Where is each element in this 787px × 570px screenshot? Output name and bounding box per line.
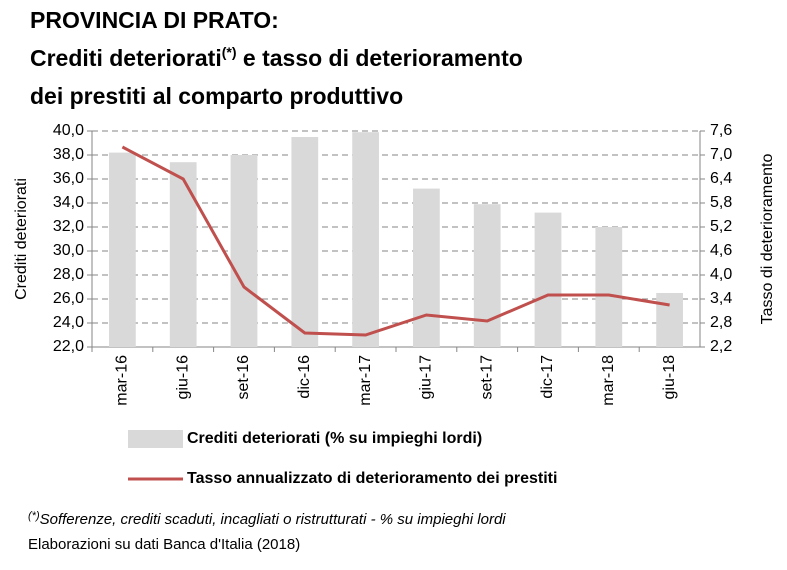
title-line: dei prestiti al comparto produttivo bbox=[30, 83, 403, 109]
x-tick-label: dic-17 bbox=[539, 355, 556, 399]
footnote-text: Sofferenze, crediti scaduti, incagliati … bbox=[40, 511, 507, 528]
y-tick-label: 38,0 bbox=[53, 146, 84, 163]
x-tick-label: set-17 bbox=[478, 355, 495, 400]
y2-tick-label: 6,4 bbox=[710, 170, 732, 187]
bar bbox=[595, 227, 623, 347]
x-tick-label: giu-18 bbox=[661, 355, 678, 400]
y-axis-title: Crediti deteriorati bbox=[13, 178, 30, 300]
x-tick-label: giu-16 bbox=[174, 355, 191, 400]
y-tick-label: 28,0 bbox=[53, 266, 84, 283]
x-tick-label: dic-16 bbox=[296, 355, 313, 399]
footnote-mark: (*) bbox=[28, 510, 40, 522]
y-tick-label: 40,0 bbox=[53, 122, 84, 139]
y2-tick-label: 4,6 bbox=[710, 242, 732, 259]
bar bbox=[109, 152, 136, 347]
x-tick-label: mar-18 bbox=[600, 355, 617, 406]
y2-tick-label: 2,2 bbox=[710, 338, 732, 355]
bar bbox=[352, 132, 379, 347]
x-tick-label: set-16 bbox=[235, 355, 252, 400]
y-tick-label: 22,0 bbox=[53, 338, 84, 355]
bar bbox=[473, 204, 501, 347]
y-tick-label: 36,0 bbox=[53, 170, 84, 187]
y2-tick-label: 5,2 bbox=[710, 218, 732, 235]
title-superscript: (*) bbox=[222, 44, 237, 60]
y2-tick-label: 7,6 bbox=[710, 122, 732, 139]
y2-tick-label: 4,0 bbox=[710, 266, 732, 283]
y2-tick-label: 2,8 bbox=[710, 314, 732, 331]
y-tick-label: 30,0 bbox=[53, 242, 84, 259]
title-line: PROVINCIA DI PRATO: bbox=[30, 7, 279, 33]
bar bbox=[230, 155, 258, 347]
x-tick-label: mar-17 bbox=[357, 355, 374, 406]
bar bbox=[534, 212, 562, 347]
title-part: Crediti deteriorati bbox=[30, 45, 222, 71]
y2-tick-label: 5,8 bbox=[710, 194, 732, 211]
legend-swatch bbox=[128, 430, 183, 448]
bar bbox=[656, 293, 683, 347]
y2-tick-label: 7,0 bbox=[710, 146, 732, 163]
y2-tick-label: 3,4 bbox=[710, 290, 732, 307]
y-tick-label: 32,0 bbox=[53, 218, 84, 235]
x-tick-label: giu-17 bbox=[418, 355, 435, 400]
y2-axis-title: Tasso di deterioramento bbox=[759, 154, 776, 325]
y-tick-label: 24,0 bbox=[53, 314, 84, 331]
legend-label: Tasso annualizzato di deterioramento dei… bbox=[187, 470, 557, 487]
legend-label: Crediti deteriorati (% su impieghi lordi… bbox=[187, 430, 482, 447]
bar bbox=[169, 162, 197, 347]
source: Elaborazioni su dati Banca d'Italia (201… bbox=[28, 536, 300, 553]
x-tick-label: mar-16 bbox=[114, 355, 131, 406]
bar bbox=[291, 137, 319, 347]
line bbox=[121, 145, 670, 337]
y-tick-label: 34,0 bbox=[53, 194, 84, 211]
y-tick-label: 26,0 bbox=[53, 290, 84, 307]
title-line: Crediti deteriorati(*) e tasso di deteri… bbox=[30, 44, 523, 71]
footnote: (*)Sofferenze, crediti scaduti, incaglia… bbox=[28, 510, 506, 528]
title-part: e tasso di deterioramento bbox=[237, 45, 523, 71]
bar bbox=[413, 188, 440, 347]
